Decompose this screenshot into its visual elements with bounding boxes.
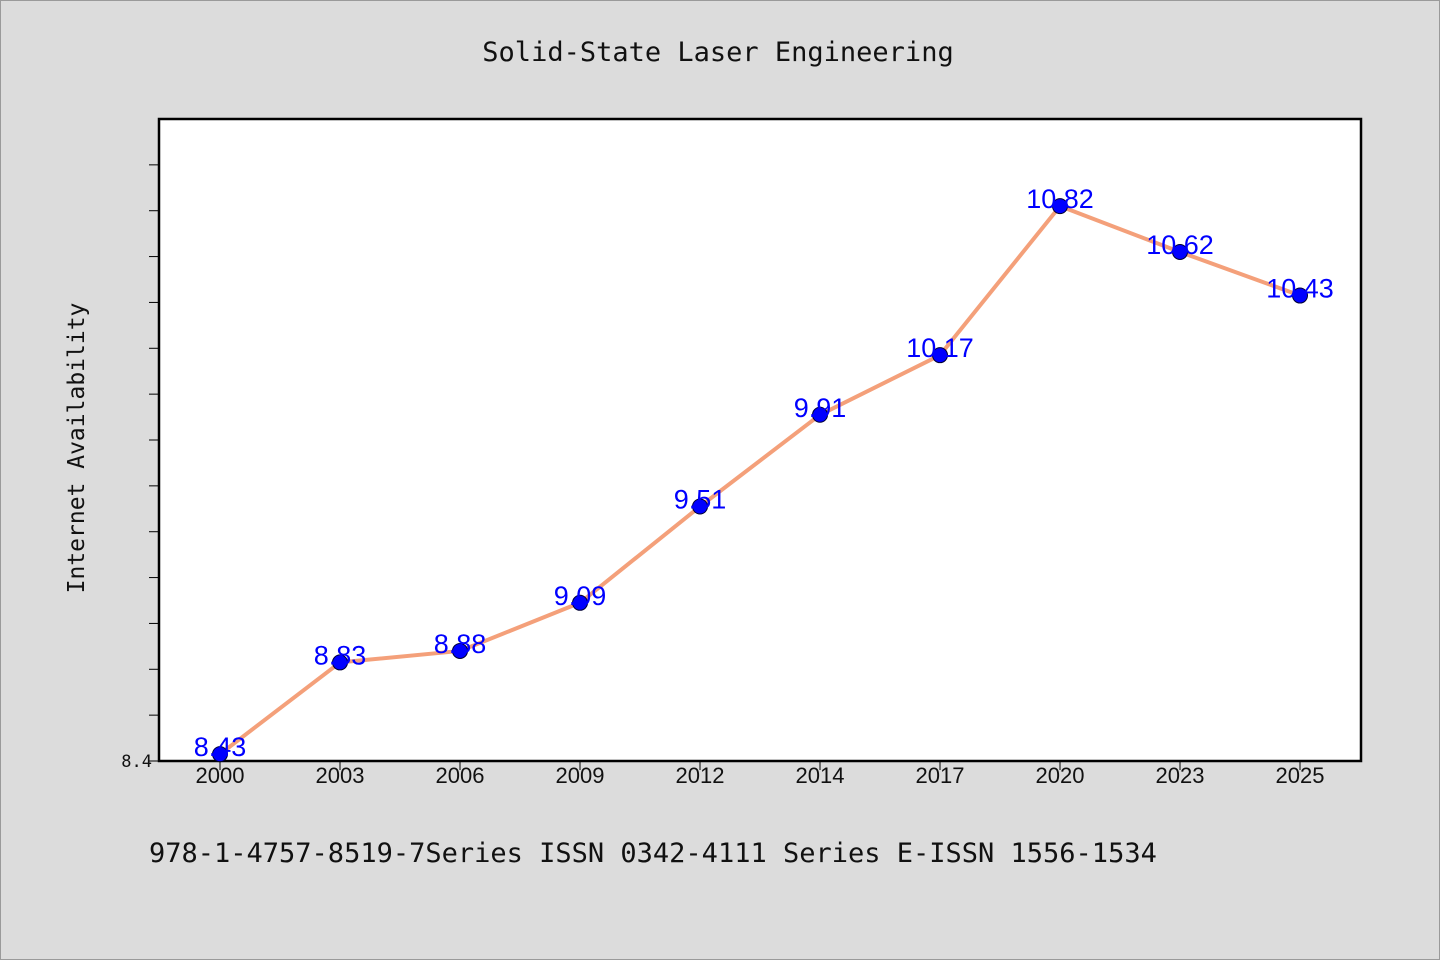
data-point [692, 498, 708, 515]
data-label: 9.51 [674, 484, 727, 514]
data-point [452, 642, 468, 659]
x-tick-label: 2020 [1036, 763, 1085, 788]
footer-isbn-issn: 978-1-4757-8519-7Series ISSN 0342-4111 S… [149, 838, 1157, 869]
x-tick-label: 2014 [796, 763, 845, 788]
data-point [1172, 243, 1188, 260]
data-point [1292, 287, 1308, 304]
data-label: 8.88 [434, 629, 487, 659]
data-label: 10.17 [906, 333, 974, 363]
data-point [572, 594, 588, 611]
data-point [932, 347, 948, 364]
data-point [332, 654, 348, 671]
x-tick-label: 2025 [1276, 763, 1325, 788]
data-label: 10.82 [1026, 184, 1094, 214]
data-label: 9.09 [554, 581, 607, 611]
x-axis-ticks: 2000 2003 2006 2009 2012 2014 2017 2020 2023 2025 [196, 761, 1325, 788]
y-axis-ticks: 8.4 [121, 164, 159, 772]
x-tick-label: 2023 [1156, 763, 1205, 788]
x-tick-label: 2012 [676, 763, 725, 788]
data-point [1052, 198, 1068, 215]
y-axis-label: Internet Availability [64, 303, 90, 594]
data-point [812, 406, 828, 423]
x-tick-label: 2003 [316, 763, 365, 788]
data-label: 10.43 [1266, 274, 1334, 304]
x-tick-label: 2009 [556, 763, 605, 788]
x-tick-label: 2000 [196, 763, 245, 788]
data-label: 9.91 [794, 393, 847, 423]
x-tick-label: 2017 [916, 763, 965, 788]
series-line [218, 204, 1302, 757]
y-tick-label: 8.4 [121, 752, 152, 772]
data-point [212, 746, 228, 763]
data-label: 8.83 [314, 640, 367, 670]
series-layer: 8.43 8.83 8.88 9.09 9.51 9.91 10.17 10.82 10.62 1… [194, 184, 1334, 763]
plot-area [157, 117, 1363, 763]
chart-title: Solid-State Laser Engineering [482, 37, 953, 68]
x-tick-label: 2006 [436, 763, 485, 788]
data-label: 10.62 [1146, 230, 1214, 260]
data-label: 8.43 [194, 732, 247, 762]
